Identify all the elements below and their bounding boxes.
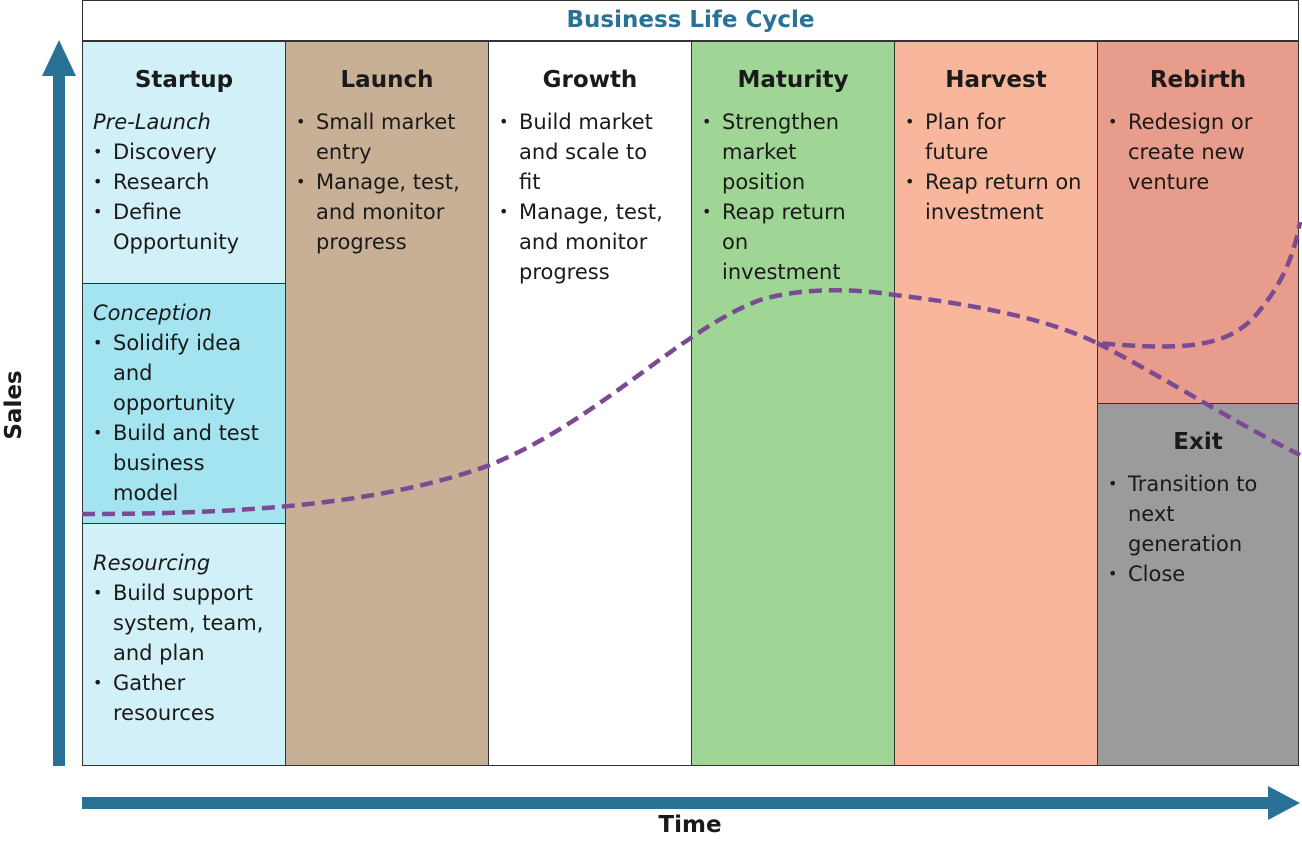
stage-rebirth-title: Rebirth bbox=[1149, 67, 1247, 93]
list-item: Define Opportunity bbox=[93, 197, 263, 257]
growth-list: Build market and scale to fit Manage, te… bbox=[489, 107, 691, 287]
y-axis-shaft bbox=[53, 70, 65, 766]
stage-growth: Growth Build market and scale to fit Man… bbox=[488, 41, 692, 766]
y-axis-arrowhead-icon bbox=[42, 40, 76, 76]
harvest-list: Plan for future Reap return on investmen… bbox=[895, 107, 1097, 227]
list-item: Strengthen market position bbox=[702, 107, 862, 197]
list-item: Gather resources bbox=[93, 668, 243, 728]
list-item: Reap return on investment bbox=[702, 197, 872, 287]
list-item: Plan for future bbox=[905, 107, 1045, 167]
pre-launch-label: Pre-Launch bbox=[93, 110, 211, 134]
stage-harvest: Harvest Plan for future Reap return on i… bbox=[894, 41, 1098, 766]
launch-list: Small market entry Manage, test, and mon… bbox=[286, 107, 488, 257]
rebirth-list: Redesign or create new venture bbox=[1098, 107, 1298, 197]
startup-pre-launch-panel: Startup Pre-Launch Discovery Research De… bbox=[82, 41, 286, 284]
startup-resourcing-panel: Resourcing Build support system, team, a… bbox=[82, 523, 286, 766]
list-item: Solidify idea and opportunity bbox=[93, 328, 263, 418]
stage-growth-title: Growth bbox=[542, 67, 638, 93]
stage-exit: Exit Transition to next generation Close bbox=[1097, 403, 1299, 766]
stage-exit-title: Exit bbox=[1173, 429, 1223, 455]
list-item: Manage, test, and monitor progress bbox=[296, 167, 481, 257]
stage-startup-title: Startup bbox=[134, 67, 234, 93]
list-item: Build support system, team, and plan bbox=[93, 578, 278, 668]
list-item: Research bbox=[93, 167, 285, 197]
stage-launch: Launch Small market entry Manage, test, … bbox=[285, 41, 489, 766]
list-item: Redesign or create new venture bbox=[1108, 107, 1278, 197]
pre-launch-list: Discovery Research Define Opportunity bbox=[83, 137, 285, 257]
exit-list: Transition to next generation Close bbox=[1098, 469, 1298, 589]
list-item: Close bbox=[1108, 559, 1298, 589]
list-item: Manage, test, and monitor progress bbox=[499, 197, 684, 287]
list-item: Discovery bbox=[93, 137, 285, 167]
stage-maturity-title: Maturity bbox=[737, 67, 849, 93]
stage-rebirth: Rebirth Redesign or create new venture bbox=[1097, 41, 1299, 404]
list-item: Build and test business model bbox=[93, 418, 263, 508]
conception-list: Solidify idea and opportunity Build and … bbox=[83, 328, 285, 508]
x-axis-arrowhead-icon bbox=[1268, 786, 1300, 820]
diagram-title: Business Life Cycle bbox=[82, 0, 1299, 41]
list-item: Transition to next generation bbox=[1108, 469, 1278, 559]
x-axis-shaft bbox=[82, 797, 1278, 809]
resourcing-list: Build support system, team, and plan Gat… bbox=[83, 578, 285, 728]
list-item: Build market and scale to fit bbox=[499, 107, 669, 197]
stage-maturity: Maturity Strengthen market position Reap… bbox=[691, 41, 895, 766]
x-axis-label: Time bbox=[658, 812, 722, 838]
y-axis-label: Sales bbox=[1, 370, 27, 440]
conception-label: Conception bbox=[93, 301, 212, 325]
startup-conception-panel: Conception Solidify idea and opportunity… bbox=[82, 283, 286, 524]
stage-rebirth-exit: Rebirth Redesign or create new venture E… bbox=[1097, 41, 1299, 766]
list-item: Small market entry bbox=[296, 107, 476, 167]
maturity-list: Strengthen market position Reap return o… bbox=[692, 107, 894, 287]
stage-harvest-title: Harvest bbox=[945, 67, 1047, 93]
stage-startup: Startup Pre-Launch Discovery Research De… bbox=[82, 41, 286, 766]
resourcing-label: Resourcing bbox=[93, 551, 211, 575]
stage-launch-title: Launch bbox=[340, 67, 434, 93]
list-item: Reap return on investment bbox=[905, 167, 1085, 227]
